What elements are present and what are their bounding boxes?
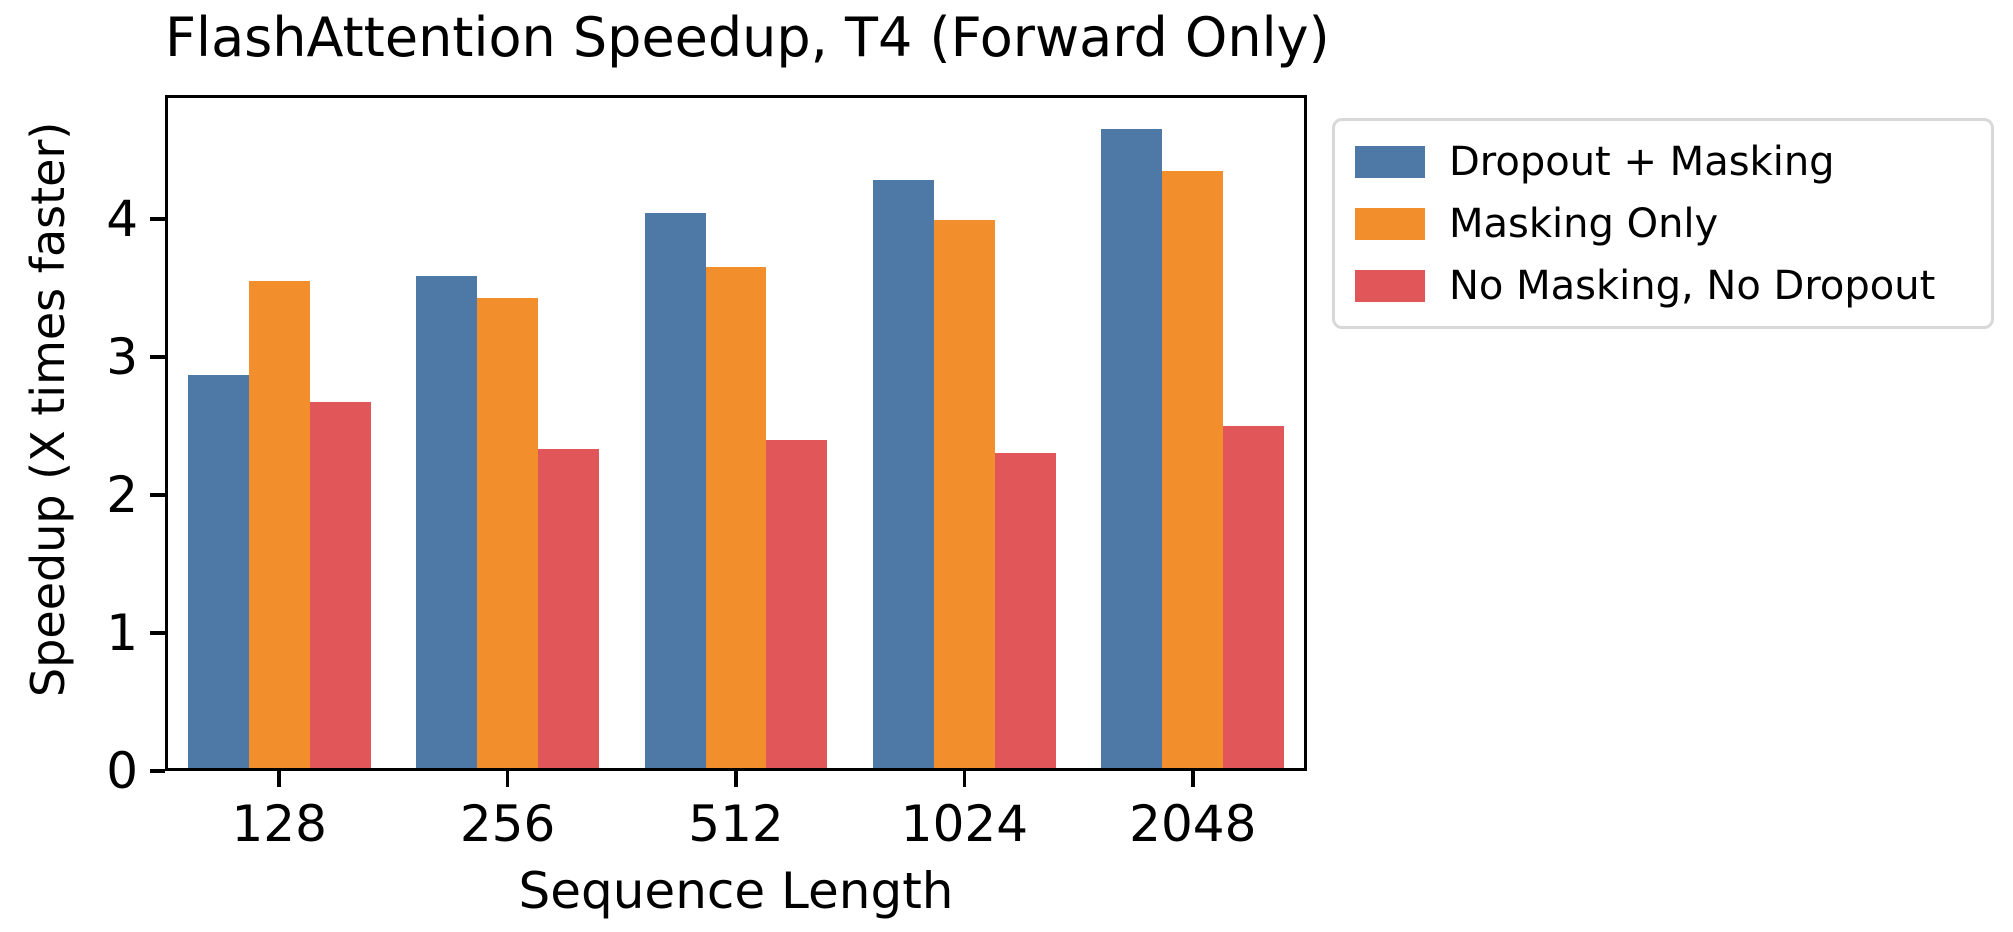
- x-tick-mark: [1191, 771, 1195, 787]
- legend-swatch-icon: [1355, 207, 1425, 240]
- y-tick-label: 3: [106, 328, 138, 387]
- y-tick-mark: [150, 355, 165, 359]
- x-tick-mark: [734, 771, 738, 787]
- bar-128-series-1: [248, 281, 310, 768]
- bar-512-series-2: [766, 439, 828, 768]
- bar-512-series-1: [705, 267, 767, 768]
- x-tick-label: 2048: [1129, 795, 1257, 853]
- bar-1024-series-2: [994, 453, 1056, 768]
- bar-2048-series-2: [1223, 425, 1285, 768]
- bar-2048-series-0: [1101, 129, 1163, 768]
- legend-item: No Masking, No Dropout: [1355, 257, 1971, 314]
- x-axis-label: Sequence Length: [518, 862, 954, 920]
- chart-title: FlashAttention Speedup, T4 (Forward Only…: [165, 6, 1330, 69]
- x-tick-mark: [962, 771, 967, 787]
- y-tick-mark: [150, 769, 165, 773]
- legend: Dropout + Masking Masking Only No Masking,…: [1332, 118, 1994, 329]
- legend-item: Masking Only: [1355, 195, 1971, 252]
- bar-256-series-0: [416, 275, 478, 768]
- x-tick-mark: [505, 771, 510, 787]
- bar-1024-series-0: [873, 180, 934, 768]
- y-tick-mark: [150, 631, 165, 635]
- legend-swatch-icon: [1355, 269, 1425, 302]
- y-tick-mark: [150, 217, 165, 221]
- x-tick-label: 1024: [900, 795, 1029, 853]
- bar-128-series-2: [309, 402, 371, 768]
- y-tick-label: 1: [106, 604, 138, 663]
- bar-512-series-0: [644, 213, 706, 768]
- legend-label: Dropout + Masking: [1449, 138, 1835, 185]
- bar-256-series-1: [477, 297, 539, 768]
- x-tick-label: 256: [459, 795, 556, 853]
- x-tick-mark: [277, 771, 281, 787]
- bar-2048-series-1: [1162, 170, 1224, 768]
- bar-128-series-0: [187, 374, 249, 768]
- y-tick-mark: [150, 493, 165, 497]
- legend-item: Dropout + Masking: [1355, 133, 1971, 190]
- legend-label: Masking Only: [1449, 200, 1719, 247]
- y-tick-label: 4: [106, 190, 138, 249]
- legend-label: No Masking, No Dropout: [1449, 262, 1936, 309]
- bar-256-series-2: [538, 449, 599, 768]
- legend-swatch-icon: [1355, 145, 1425, 178]
- bar-1024-series-1: [933, 220, 995, 768]
- x-tick-label: 128: [231, 795, 327, 853]
- x-tick-label: 512: [688, 795, 784, 853]
- plot-area: [165, 95, 1307, 771]
- y-tick-label: 2: [106, 466, 138, 525]
- y-tick-label: 0: [106, 742, 138, 800]
